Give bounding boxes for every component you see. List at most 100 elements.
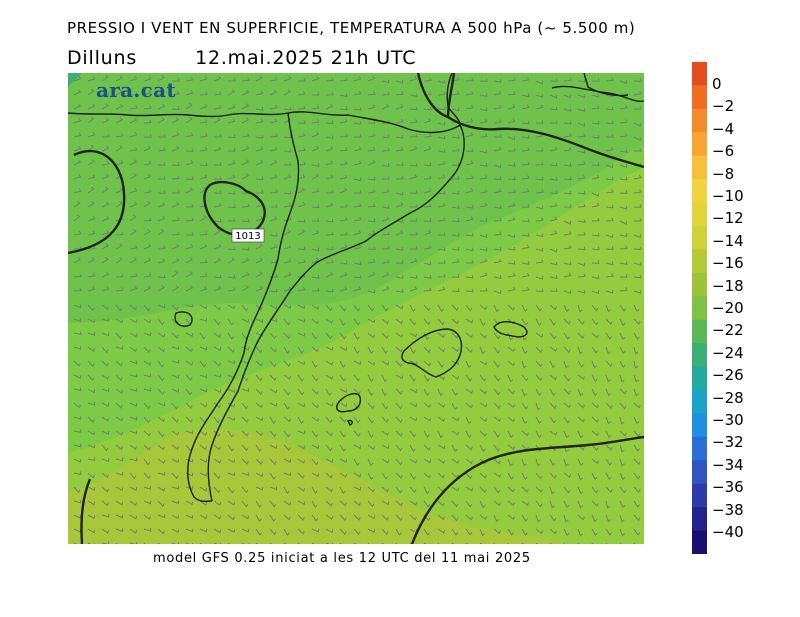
wind-barb — [605, 261, 614, 266]
wind-barb — [297, 388, 305, 396]
wind-barb — [311, 204, 320, 209]
wind-barb — [577, 388, 584, 397]
wind-barb — [535, 458, 541, 467]
wind-barb — [367, 500, 375, 508]
wind-barb — [465, 374, 473, 382]
wind-barb — [311, 131, 320, 138]
wind-barb — [367, 332, 375, 339]
wind-barb — [549, 472, 557, 479]
color-scale-swatch — [692, 226, 707, 250]
wind-barb — [269, 346, 277, 353]
wind-barb — [339, 160, 348, 166]
wind-barb — [227, 274, 236, 279]
wind-barb — [115, 231, 124, 236]
wind-barb — [423, 203, 432, 208]
wind-barb — [129, 444, 137, 451]
wind-barb — [437, 232, 446, 236]
isobar-label: 1013 — [235, 231, 260, 242]
wind-barb — [367, 318, 376, 324]
wind-barb — [213, 243, 222, 250]
wind-barb — [171, 542, 180, 544]
wind-barb — [507, 272, 516, 278]
wind-barb — [101, 388, 110, 392]
wind-barb — [325, 430, 333, 437]
wind-barb — [269, 146, 278, 152]
wind-barb — [563, 220, 572, 225]
wind-barb — [619, 287, 628, 292]
wind-barb — [591, 260, 600, 264]
wind-barb — [283, 75, 292, 82]
wind-barb — [521, 93, 530, 98]
wind-barbs — [73, 74, 642, 544]
color-scale-label: −22 — [712, 321, 744, 340]
wind-barb — [297, 120, 306, 124]
wind-barb — [269, 76, 278, 82]
wind-barb — [521, 304, 528, 313]
wind-barb — [395, 430, 403, 437]
wind-barb — [353, 514, 361, 521]
wind-barb — [437, 346, 445, 353]
color-scale-swatch — [692, 62, 707, 86]
color-scale-label: −32 — [712, 433, 744, 452]
wind-barb — [171, 430, 180, 436]
wind-barb — [283, 346, 290, 354]
wind-barb — [549, 430, 558, 436]
wind-barb — [535, 374, 543, 382]
wind-barb — [493, 205, 502, 210]
wind-barb — [73, 200, 81, 208]
wind-barb — [87, 230, 96, 236]
wind-barb — [409, 416, 418, 422]
wind-barb — [129, 159, 138, 166]
wind-barb — [451, 514, 459, 522]
wind-barb — [129, 104, 138, 110]
wind-barb — [297, 90, 306, 96]
wind-barb — [423, 261, 432, 266]
wind-barb — [479, 416, 487, 423]
wind-barb — [227, 472, 236, 477]
wind-barb — [269, 416, 276, 424]
wind-barb — [157, 346, 165, 353]
wind-barb — [171, 145, 180, 152]
wind-barb — [395, 472, 403, 479]
wind-barb — [381, 188, 390, 194]
wind-barb — [213, 75, 222, 82]
wind-barb — [283, 106, 292, 111]
wind-barb — [241, 257, 250, 264]
wind-barb — [536, 148, 544, 152]
wind-barb — [437, 388, 444, 397]
wind-barb — [577, 430, 584, 439]
wind-barb — [213, 257, 222, 264]
color-scale-label: −30 — [712, 411, 744, 429]
wind-barb — [283, 202, 292, 208]
wind-barb — [521, 147, 530, 152]
wind-barb — [256, 189, 264, 194]
wind-barb — [325, 91, 334, 96]
isobar-northeast — [446, 73, 644, 169]
wind-barb — [213, 190, 222, 194]
wind-barb — [129, 486, 138, 491]
wind-barb — [241, 388, 250, 393]
wind-barb — [143, 243, 152, 250]
wind-barb — [395, 191, 404, 196]
wind-barb — [283, 528, 290, 536]
wind-barb — [563, 304, 570, 313]
wind-barb — [367, 346, 374, 354]
wind-barb — [185, 374, 193, 381]
wind-barb — [465, 500, 473, 508]
wind-barb — [143, 444, 151, 451]
wind-barb — [423, 162, 432, 167]
wind-barb — [87, 444, 96, 449]
wind-barb — [577, 79, 586, 83]
wind-barb — [591, 346, 599, 354]
wind-barb — [213, 542, 222, 544]
wind-barb — [549, 346, 558, 352]
wind-barb — [199, 528, 208, 533]
wind-barb — [311, 514, 319, 522]
wind-barb — [353, 472, 362, 478]
wind-barb — [423, 146, 432, 152]
wind-barb — [227, 416, 236, 422]
wind-barb — [451, 205, 460, 210]
wind-barb — [157, 402, 166, 407]
wind-barb — [549, 162, 558, 167]
wind-barb — [311, 416, 319, 422]
